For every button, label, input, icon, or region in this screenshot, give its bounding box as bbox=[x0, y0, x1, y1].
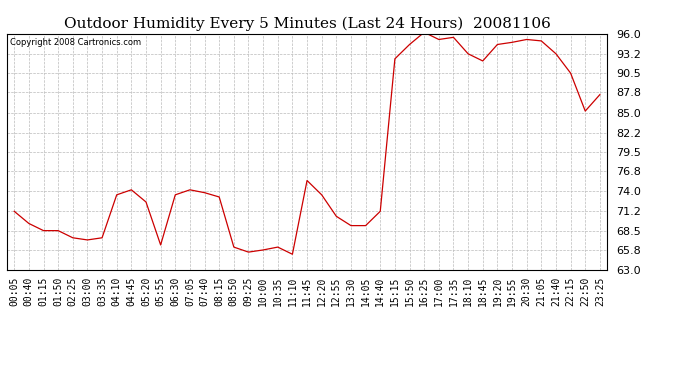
Title: Outdoor Humidity Every 5 Minutes (Last 24 Hours)  20081106: Outdoor Humidity Every 5 Minutes (Last 2… bbox=[63, 17, 551, 31]
Text: Copyright 2008 Cartronics.com: Copyright 2008 Cartronics.com bbox=[10, 39, 141, 48]
